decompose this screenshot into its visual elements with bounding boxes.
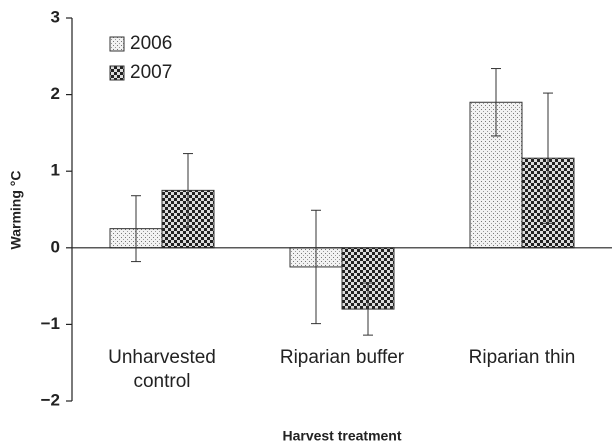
- y-tick-label: 0: [51, 237, 60, 256]
- y-tick-label: −1: [41, 314, 60, 333]
- error-bar: [543, 92, 553, 224]
- x-tick-label: Riparian thin: [468, 347, 576, 368]
- error-bar: [363, 282, 373, 336]
- y-tick-label: 3: [51, 7, 60, 26]
- legend-label: 2006: [130, 33, 172, 54]
- error-bar: [491, 68, 501, 137]
- y-tick-label: −2: [41, 390, 60, 409]
- y-tick-label: 2: [51, 84, 60, 103]
- error-bar: [311, 209, 321, 325]
- error-bar: [183, 153, 193, 228]
- legend-swatch: [109, 36, 125, 52]
- x-tick-label: Unharvested control: [108, 347, 216, 392]
- x-axis-label: Harvest treatment: [282, 428, 401, 444]
- legend-swatch: [109, 65, 125, 81]
- legend-label: 2007: [130, 62, 172, 83]
- y-axis-label: Warming °C: [8, 171, 24, 250]
- x-tick-label: Riparian buffer: [279, 347, 405, 368]
- error-bar: [131, 195, 141, 263]
- y-tick-label: 1: [51, 161, 60, 180]
